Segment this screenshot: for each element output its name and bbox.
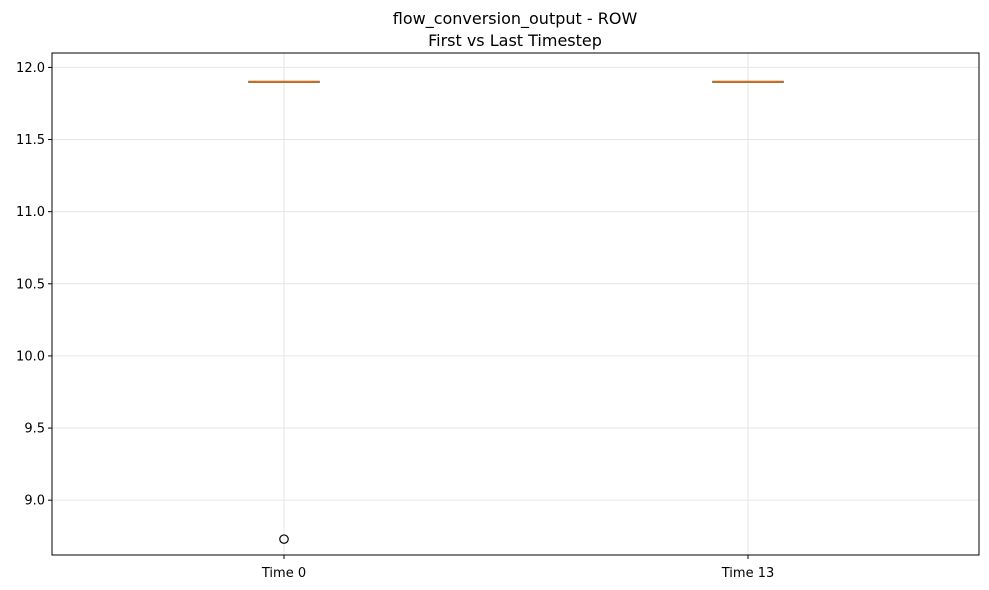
y-tick-label: 10.0 [16, 349, 45, 364]
plot-frame [51, 52, 980, 556]
y-tick-label: 12.0 [16, 61, 45, 76]
x-tick-label: Time 0 [261, 566, 306, 581]
marks-layer [248, 80, 784, 544]
outlier-point [279, 534, 289, 544]
y-tick-label: 9.0 [24, 494, 45, 509]
chart-title: flow_conversion_output - ROW [393, 9, 638, 29]
chart-subtitle: First vs Last Timestep [428, 31, 602, 50]
grid-layer [52, 53, 979, 555]
axes-layer: 9.0 9.5 10.0 10.5 11.0 11.5 12.0 Time 0 Time 13 [16, 52, 980, 581]
y-tick-label: 9.5 [24, 422, 45, 437]
y-tick-label: 11.5 [16, 133, 45, 148]
x-tick-label: Time 13 [721, 566, 775, 581]
y-tick-label: 11.0 [16, 205, 45, 220]
y-tick-label: 10.5 [16, 277, 45, 292]
